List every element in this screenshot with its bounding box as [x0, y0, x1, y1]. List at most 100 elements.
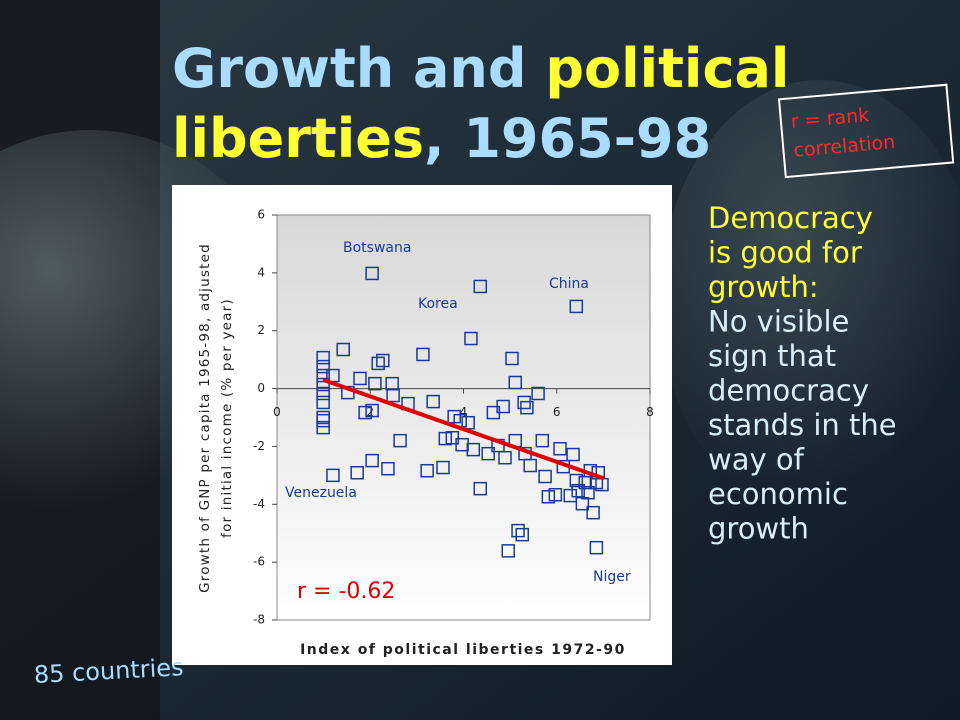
point — [350, 466, 364, 480]
y-tick-label: 4 — [257, 265, 265, 279]
point — [553, 441, 567, 456]
title-line: liberties, 1965-98 — [172, 107, 711, 170]
point — [511, 523, 525, 538]
point — [496, 399, 510, 414]
claim-line: is good for — [708, 236, 862, 270]
y-axis-label: Growth of GNP per capita 1965-98, adjust… — [197, 243, 213, 593]
point — [523, 458, 537, 473]
point — [436, 460, 450, 475]
point-annotation: Botswana — [343, 240, 411, 256]
point — [368, 376, 382, 391]
point — [589, 540, 604, 555]
point — [386, 388, 400, 403]
point — [455, 437, 469, 452]
note-frame — [777, 83, 955, 179]
point — [426, 394, 440, 409]
y-tick-label: -2 — [253, 439, 265, 453]
point-annotation: Venezuela — [285, 485, 357, 501]
stat-label: r = -0.62 — [297, 579, 395, 604]
detail-line: No visible — [708, 305, 849, 339]
point — [393, 433, 407, 448]
point — [538, 469, 552, 484]
point — [416, 347, 430, 362]
y-tick-label: -4 — [253, 497, 265, 511]
point — [420, 463, 434, 478]
point — [498, 450, 512, 465]
title-line: Growth and political — [172, 37, 789, 100]
title-segment: liberties — [172, 107, 424, 170]
point — [336, 342, 350, 357]
title: Growth and political liberties, 1965-98 — [172, 37, 789, 170]
detail-line: stands in the — [708, 408, 897, 442]
point — [316, 395, 330, 410]
point — [316, 386, 330, 401]
point — [464, 331, 478, 346]
trend-line — [322, 378, 605, 481]
point — [466, 442, 481, 457]
title-segment: political — [545, 37, 789, 100]
x-tick-label: 4 — [460, 405, 468, 419]
y-tick-label: 6 — [257, 208, 265, 222]
detail-line: way of — [708, 443, 805, 477]
point — [438, 431, 453, 446]
y-tick-label: 2 — [257, 323, 265, 337]
y-tick-label: -6 — [253, 555, 265, 569]
point — [531, 386, 545, 401]
point — [371, 356, 385, 371]
point — [316, 413, 330, 428]
point-annotation: Niger — [593, 569, 631, 585]
point — [473, 481, 488, 496]
point — [520, 400, 534, 415]
point — [365, 453, 379, 468]
claim-line: Democracy — [708, 201, 873, 235]
y-tick-label: 0 — [257, 381, 265, 395]
chart: -8 -6 -4 -2 0 2 4 6 0 2 4 6 8 Index of political libe… — [197, 208, 654, 659]
point — [508, 375, 523, 390]
point — [548, 487, 563, 502]
point-annotation: Korea — [418, 296, 458, 312]
plot-area — [276, 214, 651, 621]
y-tick-label: -8 — [253, 613, 265, 627]
detail-line: sign that — [708, 339, 836, 373]
point — [515, 527, 529, 542]
point — [481, 446, 495, 461]
point — [563, 488, 578, 503]
title-segment: Growth and — [172, 37, 545, 100]
point — [586, 505, 600, 520]
point — [353, 371, 367, 386]
x-tick-label: 2 — [366, 405, 374, 419]
point — [316, 350, 330, 365]
point — [473, 279, 488, 294]
point — [505, 351, 519, 366]
point — [376, 353, 390, 368]
point — [571, 483, 585, 498]
point — [569, 473, 584, 488]
point — [381, 461, 395, 476]
point — [541, 490, 556, 504]
claim-line: growth: — [708, 270, 819, 304]
point — [501, 544, 516, 558]
point — [326, 468, 340, 483]
y-axis-label: for initial income (% per year) — [219, 298, 235, 538]
texture — [660, 80, 960, 520]
point — [365, 403, 379, 418]
title-segment: , 1965-98 — [424, 107, 711, 170]
point — [569, 299, 584, 314]
point — [517, 395, 531, 410]
point — [358, 405, 372, 420]
point — [316, 420, 330, 435]
detail-line: growth — [708, 512, 809, 546]
point — [316, 377, 330, 392]
point — [535, 433, 550, 448]
point — [316, 359, 330, 374]
point — [581, 485, 595, 500]
x-axis-label: Index of political liberties 1972-90 — [300, 642, 626, 658]
point — [445, 431, 460, 445]
x-tick-label: 0 — [273, 405, 281, 419]
point — [365, 266, 379, 281]
detail-line: democracy — [708, 374, 869, 408]
detail-line: economic — [708, 477, 848, 511]
